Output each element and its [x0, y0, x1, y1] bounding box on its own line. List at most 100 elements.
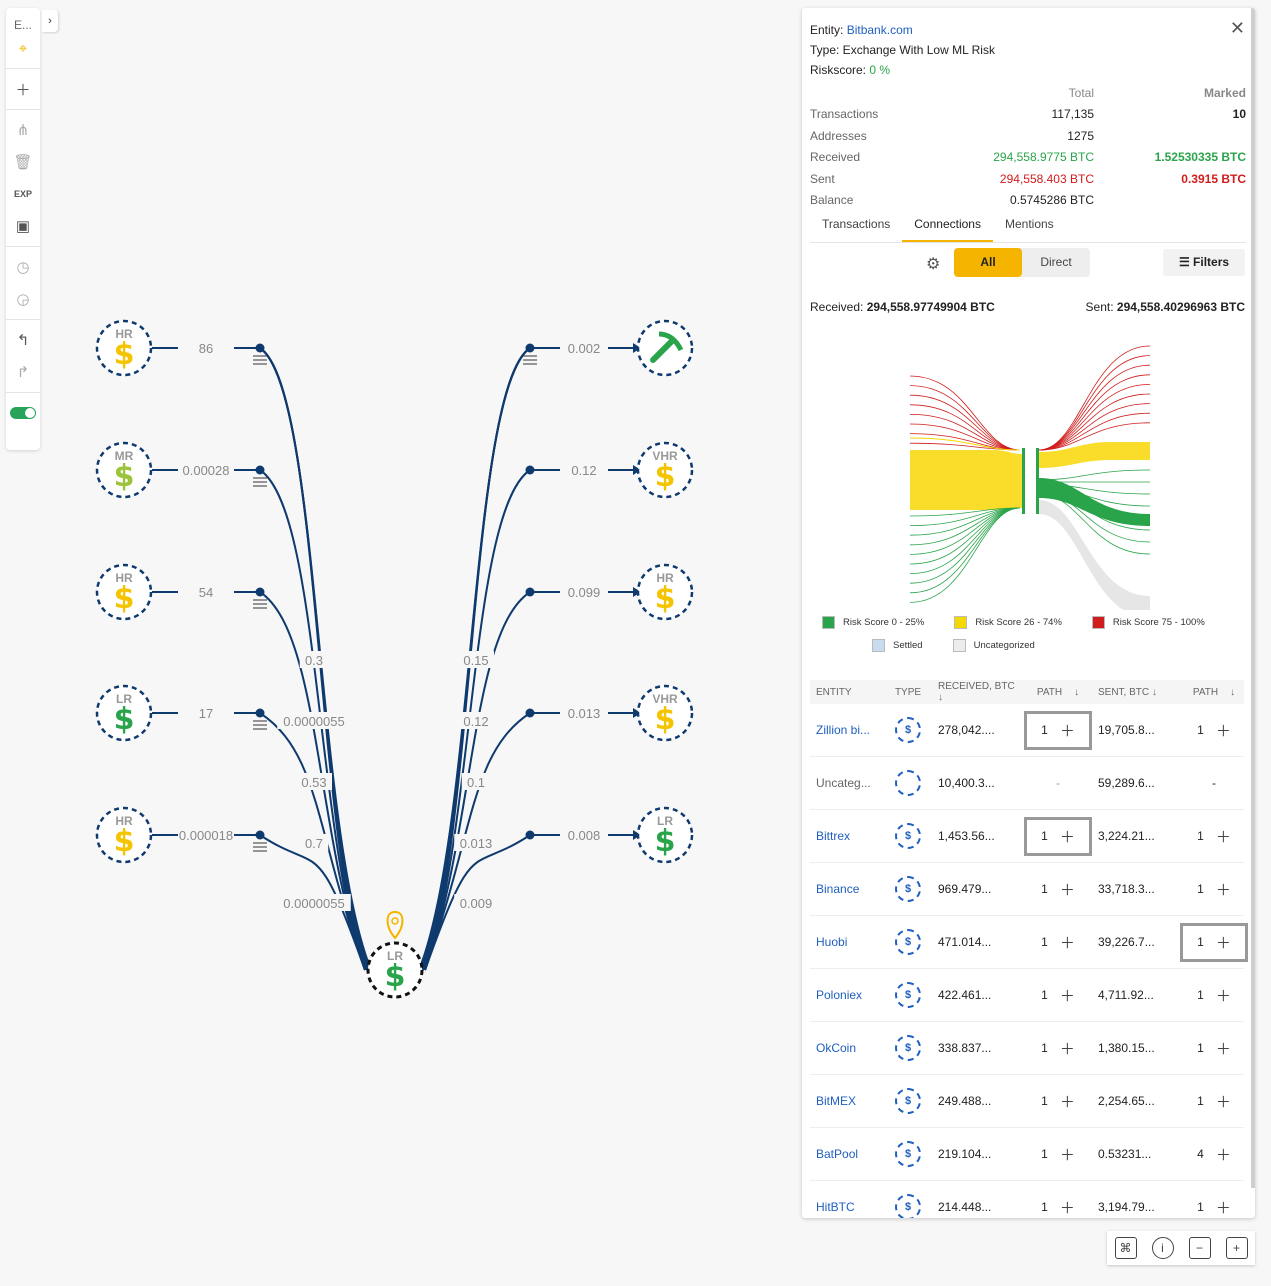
edge-label-bg [277, 894, 351, 911]
add-path-icon[interactable]: ＋ [1215, 1040, 1231, 1058]
received-path-cell: 1 ＋ [1022, 710, 1094, 750]
tab-mentions[interactable]: Mentions [1004, 217, 1054, 231]
panel-scrollbar[interactable] [1251, 8, 1255, 1188]
expand-toolbar-button[interactable]: › [42, 10, 58, 32]
left-node[interactable]: HR$ [95, 563, 153, 621]
entity-type-icon: $ [895, 823, 921, 849]
received-path-box: 1 ＋ [1041, 1091, 1075, 1112]
add-path-icon[interactable]: ＋ [1215, 987, 1231, 1005]
close-icon[interactable]: ✕ [1229, 18, 1245, 38]
entity-name-link[interactable]: Bittrex [816, 829, 851, 843]
location-pin-icon[interactable]: ⌖ [18, 39, 28, 57]
toggle-switch[interactable] [6, 397, 40, 429]
add-path-icon[interactable]: ＋ [1059, 1199, 1075, 1217]
received-path-cell: 1 ＋ [1022, 1197, 1094, 1218]
table-row[interactable]: Binance $ 969.479... 1 ＋ 33,718.3... 1 ＋ [810, 863, 1244, 916]
col-path-sent[interactable]: PATH ↓ [1192, 686, 1236, 698]
add-path-icon[interactable]: ＋ [1215, 1093, 1231, 1111]
edge-label-bg [178, 584, 234, 600]
history-back-icon[interactable]: ◷ [16, 259, 30, 276]
add-path-icon[interactable]: ＋ [1215, 722, 1231, 740]
info-icon[interactable]: i [1151, 1237, 1174, 1259]
left-node[interactable]: MR$ [95, 441, 153, 499]
graph-canvas[interactable]: 86 0.00028 54 17 0.000018 0.002 0.12 0.099 0.013… [0, 0, 800, 1286]
undo-icon[interactable]: ↰ [16, 332, 30, 349]
export-icon[interactable]: EXP [13, 189, 32, 199]
sent-value: 39,226.7... [1098, 935, 1155, 949]
col-type[interactable]: TYPE [894, 686, 922, 698]
add-icon[interactable]: ＋ [15, 81, 31, 99]
command-icon[interactable]: ⌘ [1114, 1237, 1137, 1259]
right-node[interactable]: LR$ [636, 806, 694, 864]
filters-button[interactable]: ☰ Filters [1163, 249, 1245, 276]
add-path-icon[interactable]: ＋ [1215, 1199, 1231, 1217]
edge-value-label: 0.013 [568, 706, 601, 721]
table-row[interactable]: BatPool $ 219.104... 1 ＋ 0.53231... 4 ＋ [810, 1128, 1244, 1181]
table-row[interactable]: Uncateg... 10,400.3... - 59,289.6... - [810, 757, 1244, 810]
right-node[interactable] [636, 319, 694, 377]
direct-button[interactable]: Direct [1040, 255, 1072, 269]
table-row[interactable]: HitBTC $ 214.448... 1 ＋ 3,194.79... 1 ＋ [810, 1181, 1244, 1218]
table-row[interactable]: BitMEX $ 249.488... 1 ＋ 2,254.65... 1 ＋ [810, 1075, 1244, 1128]
settings-gear-icon[interactable]: ⚙ [926, 256, 941, 273]
add-path-icon[interactable]: ＋ [1059, 987, 1075, 1005]
entity-name-link[interactable]: Zillion bi... [816, 723, 871, 737]
col-entity[interactable]: ENTITY [816, 686, 852, 698]
legend-swatch [954, 616, 968, 629]
sent-value: 3,194.79... [1098, 1200, 1155, 1214]
left-node[interactable]: HR$ [95, 319, 153, 377]
right-node[interactable]: VHR$ [636, 441, 694, 499]
left-node[interactable]: LR$ [95, 684, 153, 742]
sankey-flow [909, 404, 1021, 451]
entity-name-link[interactable]: Binance [816, 882, 860, 896]
entity-name-link[interactable]: Huobi [816, 935, 848, 949]
table-row[interactable]: OkCoin $ 338.837... 1 ＋ 1,380.15... 1 ＋ [810, 1022, 1244, 1075]
received-path-cell: 1 ＋ [1022, 932, 1094, 953]
zoom-out-icon[interactable]: − [1188, 1237, 1211, 1259]
add-path-icon[interactable]: ＋ [1215, 934, 1231, 952]
entity-name-link[interactable]: HitBTC [816, 1200, 855, 1214]
tab-transactions[interactable]: Transactions [822, 217, 891, 231]
right-node[interactable]: VHR$ [636, 684, 694, 742]
zoom-in-icon[interactable]: + [1225, 1237, 1248, 1259]
history-forward-icon[interactable]: ◶ [16, 291, 30, 308]
share-icon[interactable]: ⋔ [16, 122, 30, 139]
add-path-icon[interactable]: ＋ [1059, 722, 1075, 740]
all-button[interactable]: All [954, 248, 1022, 277]
col-sent[interactable]: SENT, BTC ↓ [1098, 686, 1157, 698]
table-row[interactable]: Bittrex $ 1,453.56... 1 ＋ 3,224.21... 1 ＋ [810, 810, 1244, 863]
tab-connections[interactable]: Connections [902, 214, 993, 242]
dollar-icon: $ [114, 581, 135, 616]
entity-name-link[interactable]: OkCoin [816, 1041, 857, 1055]
sent-path-cell: 1 ＋ [1184, 1197, 1244, 1218]
add-path-icon[interactable]: ＋ [1059, 1093, 1075, 1111]
entity-name-link[interactable]: Poloniex [816, 988, 863, 1002]
add-path-icon[interactable]: ＋ [1059, 828, 1075, 846]
col-path-received[interactable]: PATH ↓ [1036, 686, 1080, 698]
add-path-icon[interactable]: ＋ [1059, 881, 1075, 899]
center-node[interactable]: LR$ [366, 941, 424, 999]
entity-name-link[interactable]: BitMEX [816, 1094, 857, 1108]
edge-curve [424, 591, 531, 971]
right-node[interactable]: HR$ [636, 563, 694, 621]
left-node[interactable]: HR$ [95, 806, 153, 864]
trash-icon[interactable]: 🗑 [13, 154, 33, 171]
table-row[interactable]: Zillion bi... $ 278,042.... 1 ＋ 19,705.8.… [810, 704, 1244, 757]
table-row[interactable]: Poloniex $ 422.461... 1 ＋ 4,711.92... 1 ＋ [810, 969, 1244, 1022]
node-ring [636, 563, 694, 621]
table-row[interactable]: Huobi $ 471.014... 1 ＋ 39,226.7... 1 ＋ [810, 916, 1248, 969]
add-path-icon[interactable]: ＋ [1215, 881, 1231, 899]
col-received[interactable]: RECEIVED, BTC ↓ [938, 681, 1015, 703]
sankey-flow [1038, 422, 1151, 451]
sent-path-box: - [1212, 776, 1216, 790]
redo-icon[interactable]: ↱ [16, 364, 30, 381]
add-path-icon[interactable]: ＋ [1059, 934, 1075, 952]
add-path-icon[interactable]: ＋ [1215, 828, 1231, 846]
add-path-icon[interactable]: ＋ [1059, 1146, 1075, 1164]
add-path-icon[interactable]: ＋ [1215, 1146, 1231, 1164]
save-icon[interactable]: ▣ [15, 218, 31, 235]
entity-name-link[interactable]: BatPool [816, 1147, 859, 1161]
entity-name-link[interactable]: Bitbank.com [846, 23, 913, 37]
add-path-icon[interactable]: ＋ [1059, 1040, 1075, 1058]
path-value: 1 [1197, 988, 1204, 1002]
